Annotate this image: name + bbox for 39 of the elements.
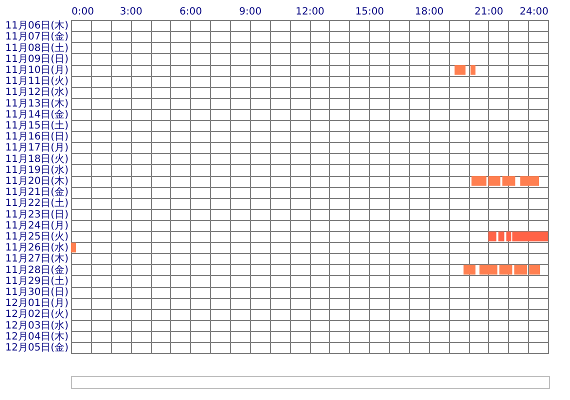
y-tick-label: 11月11日(火) <box>5 75 69 88</box>
y-tick-label: 11月08日(土) <box>5 42 69 54</box>
y-tick-label: 11月16日(日) <box>5 132 69 143</box>
y-tick-label: 11月22日(土) <box>5 197 69 210</box>
y-tick-label: 12月03日(水) <box>5 319 69 332</box>
y-tick-label: 11月10日(月) <box>5 64 69 76</box>
x-tick-label: 6:00 <box>180 6 202 18</box>
x-tick-label: 0:00 <box>72 6 94 18</box>
x-tick-label: 18:00 <box>414 6 444 18</box>
x-tick-label: 21:00 <box>474 6 504 18</box>
y-tick-label: 11月26日(水) <box>5 242 69 254</box>
y-tick-label: 11月20日(木) <box>5 174 69 187</box>
x-tick-label: 12:00 <box>296 6 324 18</box>
y-tick-label: 12月01日(月) <box>5 298 69 310</box>
y-tick-label: 11月21日(金) <box>5 186 69 198</box>
x-tick-label: 9:00 <box>239 6 262 18</box>
y-tick-label: 11月25日(火) <box>5 230 69 242</box>
y-tick-label: 12月04日(木) <box>5 330 69 342</box>
y-tick-label: 11月17日(月) <box>5 142 69 154</box>
y-tick-label: 11月27日(木) <box>5 252 69 265</box>
x-tick-label: 15:00 <box>355 6 384 18</box>
y-tick-label: 12月02日(火) <box>5 308 69 320</box>
y-tick-label: 11月23日(日) <box>5 209 69 220</box>
y-tick-label: 12月05日(金) <box>5 341 69 354</box>
y-tick-label: 11月15日(土) <box>5 119 69 132</box>
y-tick-label: 11月09日(日) <box>5 54 69 65</box>
y-tick-label: 11月30日(日) <box>5 286 69 298</box>
y-tick-label: 11月18日(火) <box>5 152 69 165</box>
y-tick-label: 11月24日(月) <box>5 220 69 232</box>
y-tick-label: 11月14日(金) <box>5 108 69 120</box>
y-tick-label: 11月13日(木) <box>5 97 69 110</box>
y-tick-label: 11月29日(土) <box>5 274 69 287</box>
y-tick-label: 11月19日(水) <box>5 164 69 176</box>
x-tick-label: 24:00 <box>520 6 548 18</box>
y-tick-label: 11月28日(金) <box>5 264 69 276</box>
y-tick-label: 11月07日(金) <box>5 30 69 43</box>
y-tick-label: 11月06日(木) <box>5 20 69 32</box>
x-tick-label: 3:00 <box>120 6 142 18</box>
y-tick-label: 11月12日(水) <box>5 86 69 98</box>
